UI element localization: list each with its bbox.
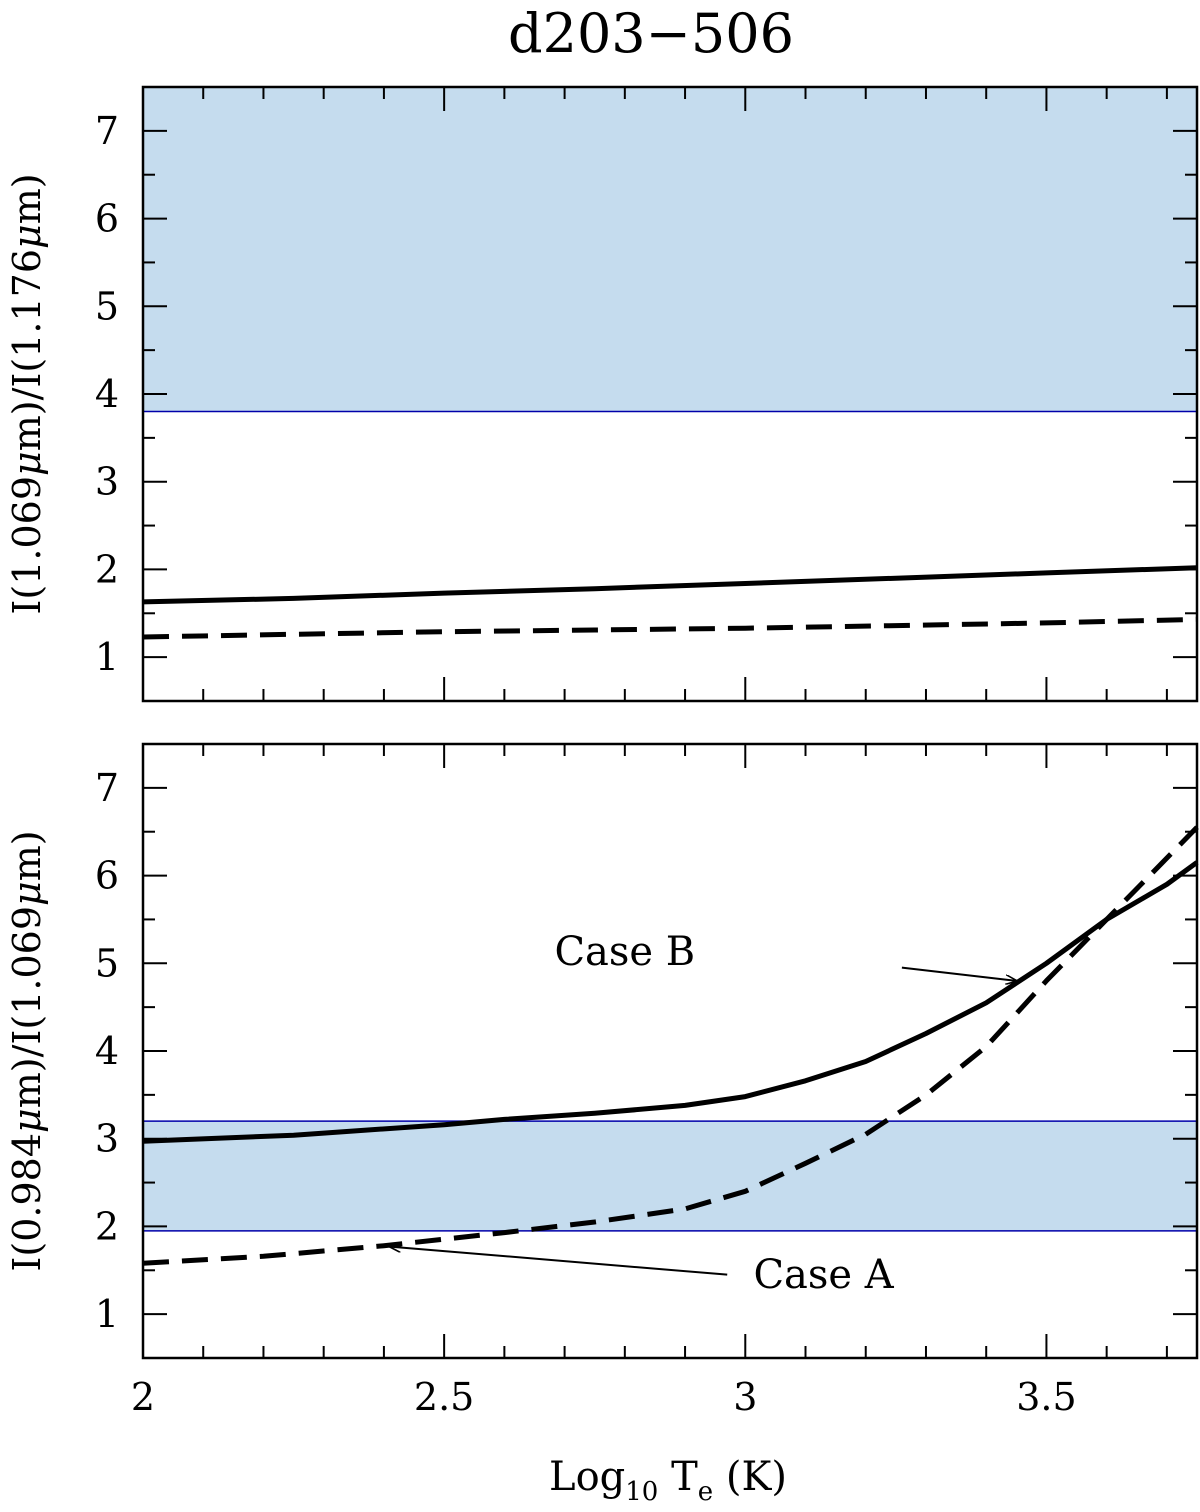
annotation-arrow <box>390 1247 728 1276</box>
annotation-arrow <box>901 966 1016 981</box>
chart-title: d203−506 <box>508 2 794 65</box>
plot-frame <box>141 742 1199 1360</box>
series-dashed-line <box>142 616 1198 640</box>
y-tick-label: 4 <box>95 1029 119 1073</box>
observed-band <box>143 87 1197 412</box>
y-tick-label: 3 <box>95 460 119 504</box>
series-dashed-line <box>142 825 1199 1266</box>
y-tick-label: 5 <box>95 941 119 985</box>
x-axis-label: Log10 Te (K) <box>549 1454 787 1507</box>
x-tick-label: 3 <box>733 1375 757 1419</box>
y-tick-label: 1 <box>95 635 119 679</box>
x-tick-label: 2 <box>131 1375 155 1419</box>
plot-frame <box>141 85 1199 703</box>
panel-bottom: 2 2.5 3 3.51234567I(0.984μm)/I(1.069μm)Case… <box>5 742 1199 1419</box>
series-solid-line <box>142 860 1199 1144</box>
y-tick-label: 6 <box>95 854 119 898</box>
y-tick-label: 7 <box>95 109 119 153</box>
y-tick-label: 2 <box>95 1204 119 1248</box>
y-tick-label: 1 <box>95 1292 119 1336</box>
panel-top: 1 2 3 4 5 6 7 I(1.069μm)/I(1.176μm) <box>5 85 1199 703</box>
series-solid-line <box>142 565 1198 605</box>
y-axis-label: I(1.069μm)/I(1.176μm) <box>5 173 49 614</box>
y-axis-label: I(0.984μm)/I(1.069μm) <box>5 830 49 1271</box>
y-tick-label: 3 <box>95 1117 119 1161</box>
y-tick-label: 4 <box>95 372 119 416</box>
y-tick-label: 5 <box>95 284 119 328</box>
y-tick-label: 7 <box>95 766 119 810</box>
annotation-label: Case A <box>753 1252 894 1298</box>
y-tick-label: 2 <box>95 547 119 591</box>
annotation-label: Case B <box>554 929 695 975</box>
y-tick-label: 6 <box>95 197 119 241</box>
x-tick-label: 3.5 <box>1016 1375 1076 1419</box>
observed-band <box>143 1121 1197 1231</box>
x-tick-label: 2.5 <box>414 1375 474 1419</box>
